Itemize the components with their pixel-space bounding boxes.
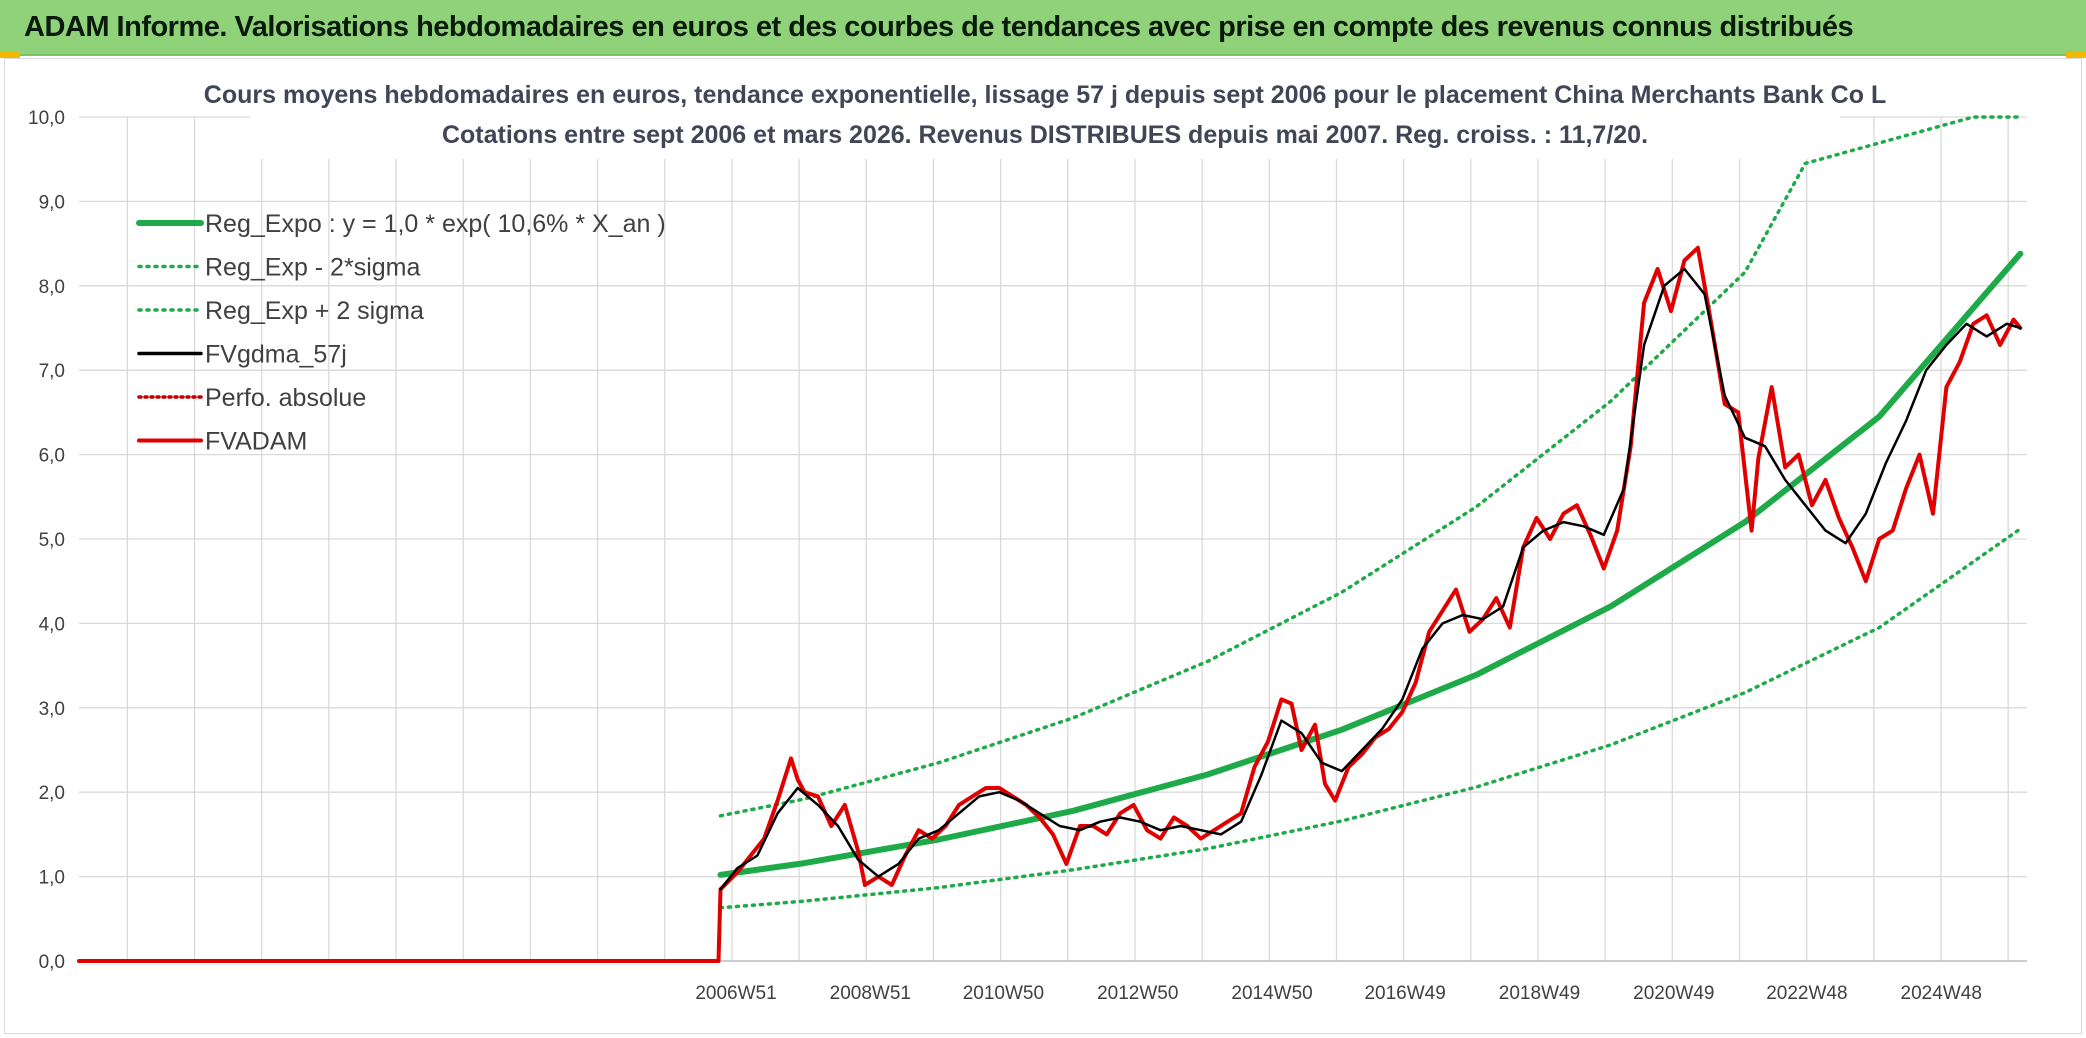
y-tick-label: 9,0	[39, 192, 65, 213]
report-header: ADAM Informe. Valorisations hebdomadaire…	[0, 0, 2086, 56]
legend-item-fvgdma: FVgdma_57j	[137, 341, 347, 369]
y-tick-label: 2,0	[39, 783, 65, 804]
x-tick-label: 2008W51	[830, 983, 911, 1004]
header-accent-left	[0, 52, 20, 58]
legend-item-fvadam: FVADAM	[137, 428, 307, 456]
x-tick-label: 2020W49	[1633, 983, 1714, 1004]
x-tick-label: 2016W49	[1364, 983, 1445, 1004]
legend-item-sigma_plus: Reg_Exp + 2 sigma	[137, 297, 424, 325]
series-line-fvadam	[77, 245, 2023, 963]
x-tick-label: 2022W48	[1766, 983, 1847, 1004]
legend-label: FVADAM	[205, 428, 307, 456]
chart-title-line-1: Cours moyens hebdomadaires en euros, ten…	[204, 81, 1886, 109]
y-tick-label: 7,0	[39, 361, 65, 382]
series-line-fvgdma	[719, 267, 2022, 891]
legend-item-perfo: Perfo. absolue	[137, 384, 366, 412]
legend: Reg_Expo : y = 1,0 * exp( 10,6% * X_an )…	[136, 210, 666, 456]
title-background	[250, 61, 1840, 159]
legend-item-sigma_minus: Reg_Exp - 2*sigma	[137, 254, 420, 282]
x-tick-label: 2014W50	[1231, 983, 1312, 1004]
legend-label: Reg_Expo : y = 1,0 * exp( 10,6% * X_an )	[205, 210, 666, 238]
y-tick-label: 4,0	[39, 614, 65, 635]
legend-item-reg_expo: Reg_Expo : y = 1,0 * exp( 10,6% * X_an )	[136, 210, 666, 238]
y-tick-label: 5,0	[39, 530, 65, 551]
legend-label: Reg_Exp + 2 sigma	[205, 297, 424, 325]
y-tick-label: 3,0	[39, 699, 65, 720]
y-tick-label: 8,0	[39, 277, 65, 298]
x-tick-label: 2006W51	[695, 983, 776, 1004]
legend-label: FVgdma_57j	[205, 341, 347, 369]
axes: 0,0 1,0 2,0 3,0 4,0 5,0 6,0 7,0 8,0 9,0 10,0 2006W5…	[28, 108, 2027, 1004]
y-tick-label: 1,0	[39, 868, 65, 889]
x-tick-label: 2024W48	[1901, 983, 1982, 1004]
series-line-reg_expo	[717, 250, 2024, 878]
chart-title-line-2: Cotations entre sept 2006 et mars 2026. …	[442, 121, 1648, 149]
x-tick-label: 2010W50	[963, 983, 1044, 1004]
series-line-sigma_minus	[718, 527, 2023, 910]
report-title: ADAM Informe. Valorisations hebdomadaire…	[24, 10, 1854, 43]
header-accent-right	[2066, 52, 2086, 58]
y-tick-label: 6,0	[39, 446, 65, 467]
x-tick-label: 2018W49	[1499, 983, 1580, 1004]
y-tick-label: 0,0	[39, 952, 65, 973]
legend-label: Perfo. absolue	[205, 384, 366, 412]
series-line-sigma_plus	[718, 115, 2023, 818]
y-tick-label: 10,0	[28, 108, 65, 129]
x-tick-label: 2012W50	[1097, 983, 1178, 1004]
legend-label: Reg_Exp - 2*sigma	[205, 254, 420, 282]
chart-svg: 0,0 1,0 2,0 3,0 4,0 5,0 6,0 7,0 8,0 9,0 10,0 2006W5…	[28, 61, 2027, 1004]
chart-area: 0,0 1,0 2,0 3,0 4,0 5,0 6,0 7,0 8,0 9,0 10,0 2006W5…	[4, 58, 2082, 1034]
series	[77, 115, 2024, 963]
